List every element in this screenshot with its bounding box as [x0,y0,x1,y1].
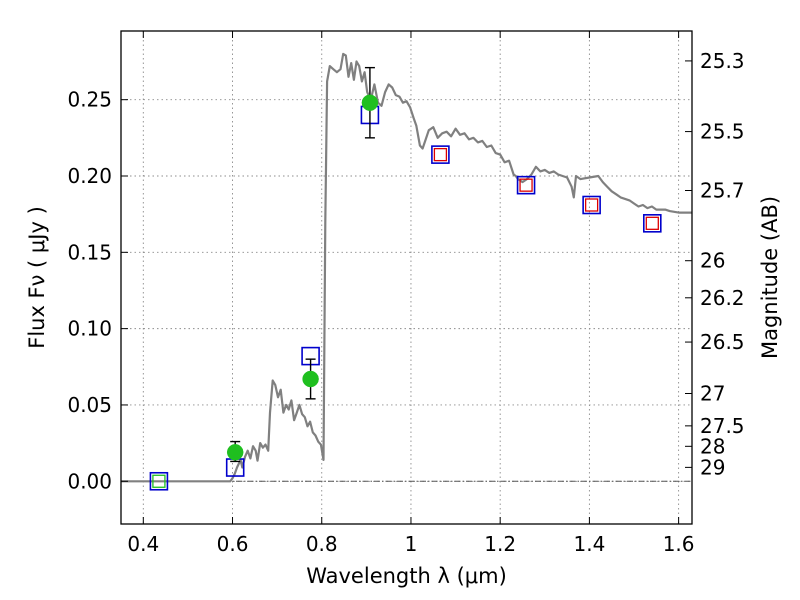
model-box [516,175,536,195]
x-tick-label: 0.4 [127,532,159,556]
x-tick-label: 0.6 [217,532,249,556]
model-inner-box [584,198,599,212]
model-box [582,195,601,215]
y-tick-label: 0.10 [67,317,112,341]
detection-point [361,94,379,111]
y2-tick-label: 25.5 [700,120,745,144]
y2-tick-label: 25.3 [700,49,745,73]
model-inner-box [519,178,533,192]
y2-tick-label: 26.2 [700,286,745,310]
y2-tick-label: 27.5 [700,414,745,438]
x-tick-label: 1 [405,532,418,556]
y2-tick-label: 28 [700,434,725,458]
model-box [642,214,662,233]
y-axis-label: Flux Fν ( μJy ) [25,206,49,349]
detection-points [226,66,379,463]
model-box [149,471,169,491]
spectrum-line [121,52,692,483]
y-axis-ticks: 0.00 0.05 0.10 0.15 0.20 0.25 [67,88,128,493]
x-axis-ticks: 0.4 0.6 0.8 1 1.2 1.4 1.6 [127,31,695,556]
detection-point [302,370,319,388]
y2-tick-label: 25.7 [700,179,745,203]
x-tick-label: 0.8 [306,532,338,556]
y2-tick-label: 26 [700,249,725,273]
y-tick-label: 0.20 [67,164,112,188]
model-inner-box [645,216,659,230]
x-axis-label: Wavelength λ (μm) [306,564,507,588]
y-tick-label: 0.05 [67,393,112,417]
y2-tick-label: 26.5 [700,330,745,354]
x-tick-label: 1.2 [484,532,516,556]
plot-frame [120,30,693,525]
detection-point [226,444,244,461]
model-inner-box [433,147,448,162]
y-tick-label: 0.25 [67,88,112,112]
y-tick-label: 0.00 [67,469,112,493]
y2-axis-label: Magnitude (AB) [758,196,782,359]
y2-tick-label: 27 [700,382,725,406]
y-tick-label: 0.15 [67,240,112,264]
x-tick-label: 1.4 [573,532,605,556]
spectrum [121,52,692,483]
model-inner-box [152,474,166,488]
x-tick-label: 1.6 [663,532,695,556]
model-box [431,145,450,164]
y2-tick-label: 29 [700,455,725,479]
